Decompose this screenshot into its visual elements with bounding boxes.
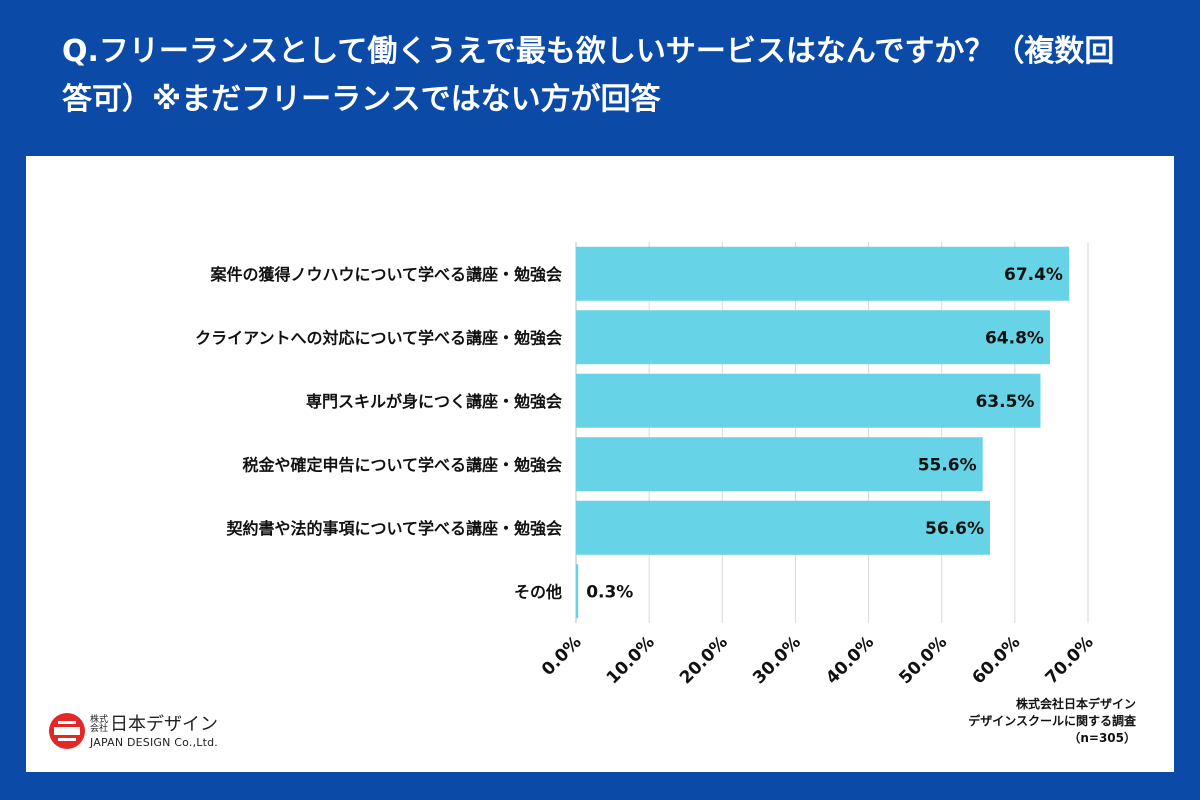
bar — [576, 246, 1069, 301]
x-tick-label: 70.0% — [1042, 632, 1098, 688]
category-label: クライアントへの対応について学べる講座・勉強会 — [195, 328, 562, 347]
category-label: 案件の獲得ノウハウについて学べる講座・勉強会 — [209, 265, 562, 284]
company-logo: 株式 会社 日本デザイン JAPAN DESIGN Co.,Ltd. — [46, 706, 224, 760]
chart-panel: 0.0% 10.0% 20.0% 30.0% 40.0% 50.0% 60.0% 70.0% 案… — [26, 156, 1174, 772]
source-line-company: 株式会社日本デザイン — [1015, 697, 1136, 711]
bar — [576, 373, 1041, 428]
bar — [576, 437, 983, 492]
category-label: 専門スキルが身につく講座・勉強会 — [306, 392, 562, 411]
x-tick-label: 60.0% — [969, 632, 1025, 688]
source-line-survey: デザインスクールに関する調査 — [968, 714, 1136, 728]
bar-chart: 0.0% 10.0% 20.0% 30.0% 40.0% 50.0% 60.0% 70.0% 案… — [195, 242, 1098, 688]
logo-kabushiki: 株式 会社 — [90, 715, 109, 734]
category-label: その他 — [514, 582, 562, 601]
bar — [576, 500, 990, 555]
x-tick-label: 30.0% — [749, 632, 805, 688]
x-tick-label: 0.0% — [538, 632, 585, 679]
bar — [576, 310, 1050, 365]
category-label: 契約書や法的事項について学べる講座・勉強会 — [225, 519, 562, 538]
x-tick-label: 50.0% — [895, 632, 951, 688]
source-note: 株式会社日本デザイン デザインスクールに関する調査 （n=305） — [968, 696, 1136, 747]
data-label: 56.6% — [925, 519, 984, 539]
x-tick-label: 40.0% — [822, 632, 878, 688]
bar — [576, 564, 579, 619]
logo-company-name: 株式 会社 日本デザイン — [90, 710, 218, 736]
question-title: Q.フリーランスとして働くうえで最も欲しいサービスはなんですか？（複数回答可）※… — [62, 34, 1115, 117]
logo-english-name: JAPAN DESIGN Co.,Ltd. — [90, 736, 218, 749]
source-line-sample: （n=305） — [1068, 731, 1136, 745]
header-banner: Q.フリーランスとして働くうえで最も欲しいサービスはなんですか？（複数回答可）※… — [0, 0, 1200, 155]
category-label: 税金や確定申告について学べる講座・勉強会 — [242, 455, 562, 474]
data-label: 64.8% — [985, 328, 1044, 348]
logo-name-text: 日本デザイン — [110, 714, 218, 735]
data-label: 67.4% — [1004, 265, 1063, 285]
data-label: 63.5% — [975, 392, 1034, 412]
x-tick-label: 10.0% — [603, 632, 659, 688]
x-tick-label: 20.0% — [676, 632, 732, 688]
data-label: 0.3% — [586, 582, 633, 602]
data-label: 55.6% — [918, 455, 977, 475]
japan-design-logo-icon — [49, 713, 85, 749]
